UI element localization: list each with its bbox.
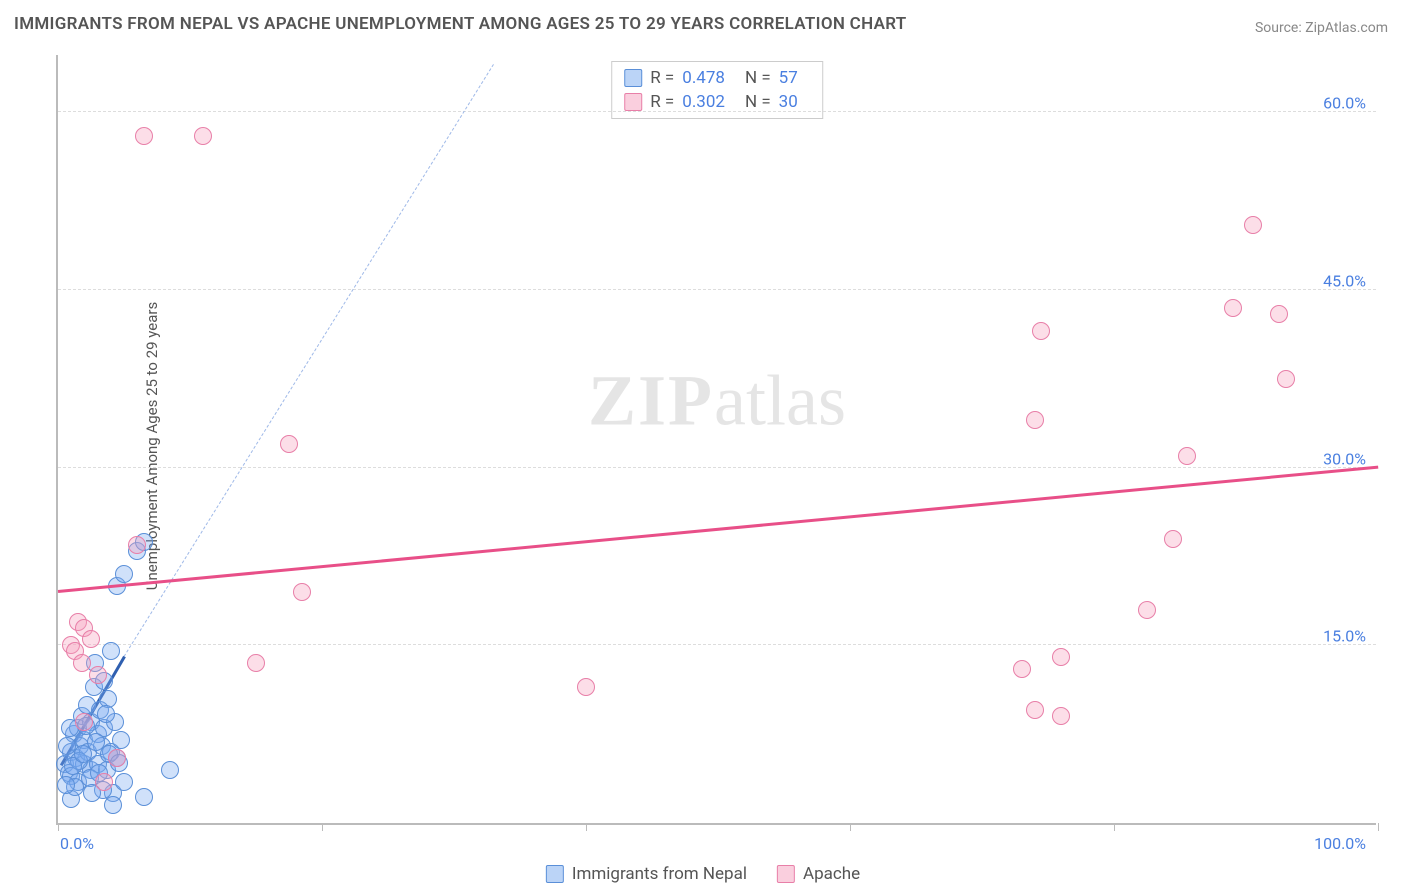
gridline — [58, 111, 1376, 112]
legend-label-pink: Apache — [803, 864, 860, 884]
r-label: R = — [650, 92, 674, 112]
data-point — [1224, 299, 1242, 317]
data-point — [97, 705, 115, 723]
x-tick — [1378, 823, 1379, 831]
r-value-pink: 0.302 — [682, 92, 725, 112]
source-label: Source: ZipAtlas.com — [1255, 20, 1388, 36]
data-point — [135, 127, 153, 145]
swatch-pink-icon — [624, 93, 642, 111]
r-value-blue: 0.478 — [682, 68, 725, 88]
n-label: N = — [745, 92, 771, 112]
data-point — [1052, 648, 1070, 666]
correlation-chart: IMMIGRANTS FROM NEPAL VS APACHE UNEMPLOY… — [0, 0, 1406, 892]
data-point — [104, 796, 122, 814]
data-point — [57, 776, 75, 794]
stats-row-blue: R = 0.478 N = 57 — [624, 66, 810, 90]
data-point — [577, 678, 595, 696]
data-point — [247, 654, 265, 672]
y-tick-label: 60.0% — [1323, 94, 1366, 113]
n-value-blue: 57 — [779, 68, 798, 88]
data-point — [1026, 701, 1044, 719]
data-point — [73, 654, 91, 672]
data-point — [293, 583, 311, 601]
gridline — [58, 644, 1376, 645]
watermark: ZIPatlas — [588, 359, 846, 442]
x-tick — [58, 823, 59, 831]
y-tick-label: 45.0% — [1323, 271, 1366, 290]
gridline — [58, 289, 1376, 290]
swatch-pink-icon — [777, 865, 795, 883]
x-tick — [850, 823, 851, 831]
watermark-atlas: atlas — [714, 360, 846, 440]
data-point — [1013, 660, 1031, 678]
data-point — [1270, 305, 1288, 323]
data-point — [102, 642, 120, 660]
data-point — [1178, 447, 1196, 465]
legend-item-pink: Apache — [777, 864, 860, 884]
data-point — [1032, 322, 1050, 340]
bottom-legend: Immigrants from Nepal Apache — [546, 864, 860, 884]
data-point — [194, 127, 212, 145]
plot-area: ZIPatlas R = 0.478 N = 57 R = 0.302 N = … — [56, 55, 1376, 825]
chart-title: IMMIGRANTS FROM NEPAL VS APACHE UNEMPLOY… — [14, 14, 907, 34]
swatch-blue-icon — [624, 69, 642, 87]
data-point — [95, 773, 113, 791]
data-point — [1026, 411, 1044, 429]
legend-item-blue: Immigrants from Nepal — [546, 864, 747, 884]
data-point — [135, 788, 153, 806]
data-point — [82, 630, 100, 648]
data-point — [115, 773, 133, 791]
watermark-zip: ZIP — [588, 360, 714, 440]
x-tick-min: 0.0% — [60, 834, 94, 853]
n-value-pink: 30 — [779, 92, 798, 112]
gridline — [58, 467, 1376, 468]
data-point — [108, 749, 126, 767]
x-tick — [322, 823, 323, 831]
data-point — [1052, 707, 1070, 725]
n-label: N = — [745, 68, 771, 88]
data-point — [128, 536, 146, 554]
x-tick — [1114, 823, 1115, 831]
data-point — [74, 745, 92, 763]
x-tick — [586, 823, 587, 831]
data-point — [161, 761, 179, 779]
legend-label-blue: Immigrants from Nepal — [572, 864, 747, 884]
regression-line — [58, 465, 1378, 592]
data-point — [1277, 370, 1295, 388]
swatch-blue-icon — [546, 865, 564, 883]
data-point — [89, 666, 107, 684]
data-point — [1164, 530, 1182, 548]
r-label: R = — [650, 68, 674, 88]
data-point — [1244, 216, 1262, 234]
x-tick-max: 100.0% — [1314, 834, 1366, 853]
data-point — [115, 565, 133, 583]
data-point — [1138, 601, 1156, 619]
y-tick-label: 30.0% — [1323, 449, 1366, 468]
data-point — [75, 713, 93, 731]
data-point — [280, 435, 298, 453]
y-tick-label: 15.0% — [1323, 627, 1366, 646]
